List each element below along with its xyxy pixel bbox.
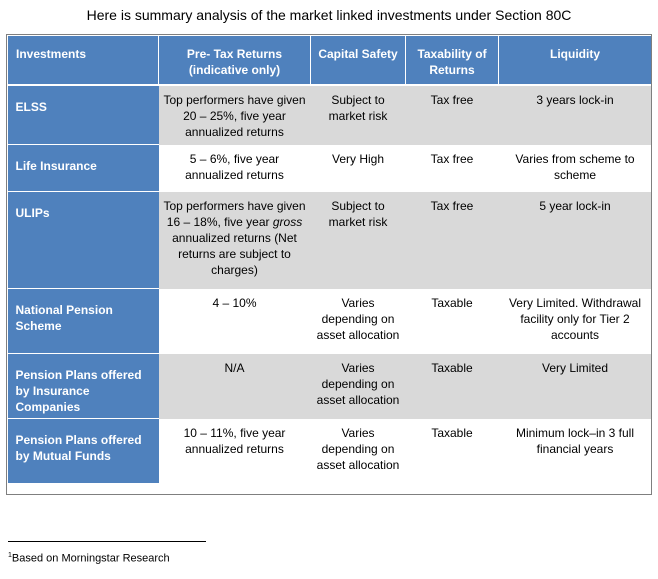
returns-text-italic: gross: [272, 214, 303, 229]
footnote-marker: 1: [8, 552, 12, 559]
returns-cell: Top performers have given 16 – 18%, five…: [158, 191, 311, 289]
liquidity-cell: Varies from scheme to scheme: [498, 144, 652, 192]
row-label: Pension Plans offered by Mutual Funds: [7, 418, 159, 484]
table-header-row: Investments Pre- Tax Returns (indicative…: [7, 35, 652, 86]
taxability-cell: Tax free: [405, 144, 499, 192]
row-label: ULIPs: [7, 191, 159, 289]
table-row: National Pension Scheme 4 – 10% Varies d…: [7, 288, 652, 354]
safety-cell: Subject to market risk: [310, 84, 406, 145]
liquidity-cell: Minimum lock–in 3 full financial years: [498, 418, 652, 484]
header-investments: Investments: [7, 35, 159, 86]
safety-cell: Subject to market risk: [310, 191, 406, 289]
returns-cell: N/A: [158, 353, 311, 419]
table-row: Life Insurance 5 – 6%, five year annuali…: [7, 144, 652, 192]
returns-text-part: Top performers have given 16 – 18%, five…: [163, 198, 306, 229]
footnote: 1Based on Morningstar Research: [8, 552, 170, 565]
footnote-separator: [8, 541, 206, 542]
taxability-cell: Taxable: [405, 353, 499, 419]
footnote-text: Based on Morningstar Research: [11, 552, 170, 565]
taxability-cell: Tax free: [405, 191, 499, 289]
safety-cell: Varies depending on asset allocation: [310, 353, 406, 419]
header-returns: Pre- Tax Returns (indicative only): [158, 35, 311, 86]
row-label: ELSS: [7, 84, 159, 145]
taxability-cell: Tax free: [405, 84, 499, 145]
returns-cell: 4 – 10%: [158, 288, 311, 354]
row-label: Pension Plans offered by Insurance Compa…: [7, 353, 159, 419]
liquidity-cell: Very Limited. Withdrawal facility only f…: [498, 288, 652, 354]
liquidity-cell: 5 year lock-in: [498, 191, 652, 289]
row-label: Life Insurance: [7, 144, 159, 192]
liquidity-cell: Very Limited: [498, 353, 652, 419]
header-taxability: Taxability of Returns: [405, 35, 499, 86]
taxability-cell: Taxable: [405, 288, 499, 354]
header-liquidity: Liquidity: [498, 35, 652, 86]
returns-text-part: annualized returns (Net returns are subj…: [172, 230, 297, 277]
header-capital-safety: Capital Safety: [310, 35, 406, 86]
page-title: Here is summary analysis of the market l…: [86, 7, 572, 23]
table-row: Pension Plans offered by Insurance Compa…: [7, 353, 652, 419]
safety-cell: Varies depending on asset allocation: [310, 288, 406, 354]
table-row: ULIPs Top performers have given 16 – 18%…: [7, 191, 652, 289]
investments-table: Investments Pre- Tax Returns (indicative…: [7, 35, 652, 484]
liquidity-cell: 3 years lock-in: [498, 84, 652, 145]
returns-cell: Top performers have given 20 – 25%, five…: [158, 84, 311, 145]
returns-cell: 5 – 6%, five year annualized returns: [158, 144, 311, 192]
safety-cell: Varies depending on asset allocation: [310, 418, 406, 484]
table-row: ELSS Top performers have given 20 – 25%,…: [7, 84, 652, 145]
safety-cell: Very High: [310, 144, 406, 192]
returns-cell: 10 – 11%, five year annualized returns: [158, 418, 311, 484]
table-row: Pension Plans offered by Mutual Funds 10…: [7, 418, 652, 484]
taxability-cell: Taxable: [405, 418, 499, 484]
row-label: National Pension Scheme: [7, 288, 159, 354]
